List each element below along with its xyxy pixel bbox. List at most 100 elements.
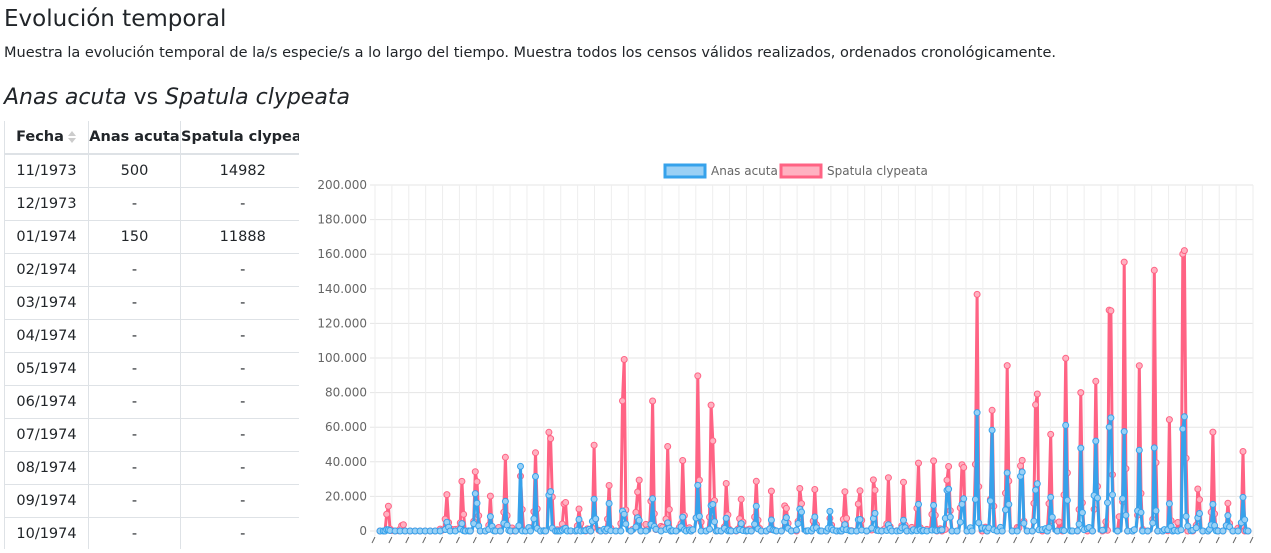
x-tick-mark [371,536,376,544]
cell-spatula-clypeata: - [180,484,299,518]
data-point [960,495,968,503]
cell-fecha: 01/1974 [4,220,89,254]
data-point [1020,519,1028,527]
x-tick-mark [878,536,882,544]
data-point [1120,258,1128,266]
data-point [617,527,625,535]
data-point [1073,527,1081,535]
data-point [532,449,539,457]
species-b-name: Spatula clypeata [165,85,350,110]
data-point [1003,469,1011,477]
data-point [622,520,630,528]
x-tick-mark [1249,536,1254,544]
data-point [530,515,538,523]
data-point [575,516,583,523]
data-point [486,492,494,500]
data-point [707,401,715,409]
x-tick-mark [506,536,511,544]
data-point [1018,456,1026,464]
y-tick-label: 0 [359,524,367,538]
data-point [986,497,994,505]
column-header-spatula-clypeata[interactable]: Spatula clypeata [180,121,299,155]
cell-anas-acuta: - [88,451,181,485]
cell-fecha: 09/1974 [4,484,89,518]
data-point [545,428,553,436]
data-point [946,513,954,521]
data-point [1104,499,1111,507]
column-header-fecha[interactable]: Fecha [4,121,89,155]
x-tick-mark [692,536,697,544]
data-point [915,500,922,508]
data-point [871,509,879,517]
data-point [973,409,981,417]
data-point [501,453,509,461]
data-table-container[interactable]: Fecha Anas acuta Spatula clypeata 11/197… [4,121,299,549]
data-point [1150,444,1158,452]
data-point [1030,517,1038,525]
table-row: 03/1974- - [4,286,299,320]
data-point [1130,526,1138,534]
data-point [998,527,1006,535]
data-point [811,513,819,521]
data-point [884,474,892,482]
x-tick-mark [1198,536,1203,544]
data-point [777,527,785,535]
x-tick-mark [1148,536,1153,544]
data-point [767,487,775,495]
cell-anas-acuta: - [88,352,181,386]
data-point [619,397,626,405]
cell-spatula-clypeata: - [180,319,299,353]
data-point [517,462,524,470]
data-point [871,486,879,494]
data-point [1094,494,1101,502]
comparison-title: Anas acuta vs Spatula clypeata [4,85,350,110]
data-point [1033,390,1041,398]
data-point [695,512,703,520]
data-point [1224,512,1232,520]
data-point [1224,499,1232,507]
x-tick-mark [1232,536,1237,544]
data-point [496,527,504,535]
cell-fecha: 10/1974 [4,517,89,549]
data-point [943,476,951,484]
data-point [592,515,600,523]
data-point [1234,527,1242,535]
data-point [1165,500,1173,508]
data-point [590,495,598,503]
data-point [694,481,702,489]
data-point [722,480,730,487]
data-point [794,520,802,527]
data-point [1177,526,1185,534]
cell-spatula-clypeata: - [180,517,299,549]
data-point [767,516,775,524]
data-point [471,468,479,476]
column-header-label: Fecha [16,129,64,145]
cell-anas-acuta: - [88,385,181,419]
data-point [1055,518,1063,526]
data-point [1239,493,1247,501]
x-tick-mark [776,536,781,544]
data-point [1032,401,1040,409]
data-point [632,523,640,531]
x-tick-mark [675,536,680,544]
data-point [399,521,407,529]
x-tick-mark [810,536,815,544]
data-point [1018,468,1026,476]
data-point [486,513,494,521]
vs-label: vs [133,85,159,110]
x-tick-mark [709,536,714,544]
data-point [711,518,718,526]
data-point [752,502,760,510]
column-header-anas-acuta[interactable]: Anas acuta [88,121,181,155]
data-point [1003,362,1011,370]
data-point [1078,509,1086,517]
data-point [1196,510,1203,517]
data-point [709,437,717,445]
data-point [1244,527,1252,535]
x-tick-mark [574,536,579,544]
data-point [782,514,790,522]
data-point [473,478,481,486]
data-point [856,516,864,523]
cell-fecha: 08/1974 [4,451,89,485]
data-point [1180,413,1188,421]
